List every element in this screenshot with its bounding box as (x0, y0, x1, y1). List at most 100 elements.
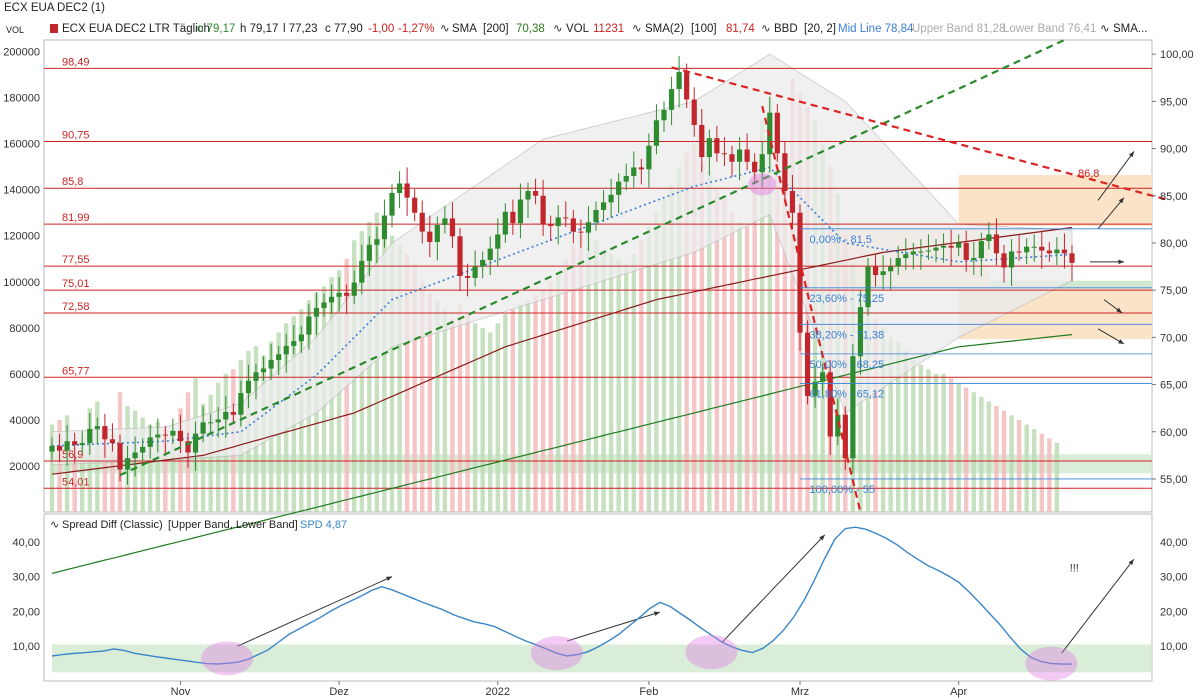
arrow-down-head (1116, 307, 1122, 313)
sma200-line (51, 334, 1073, 574)
candle-body (1008, 251, 1015, 268)
moving-averages (51, 166, 1073, 574)
volume-bar (412, 263, 417, 512)
candle-body (563, 217, 569, 219)
candle-body (366, 244, 372, 261)
volume-bar (178, 408, 183, 512)
horizontal-levels: 98,49 90,75 85,8 81,99 77,55 75,01 72,58 65,77 5… (44, 56, 1152, 489)
candle-body (1031, 246, 1037, 248)
price-tick-label: 70,00 (1160, 332, 1188, 344)
candle-body (102, 426, 108, 440)
sma100-value: 81,74 (726, 23, 755, 35)
candle-body (721, 153, 728, 155)
trendline-support (119, 39, 1065, 477)
sma100-line (51, 226, 1073, 475)
candle-body (623, 175, 629, 182)
candle-body (344, 292, 350, 296)
candle-body (661, 109, 667, 121)
level-label: 72,58 (62, 301, 90, 313)
volume-bar (49, 424, 55, 512)
volume-bar (948, 378, 954, 512)
candle-body (109, 439, 116, 444)
volume-bar (918, 364, 924, 512)
low-highlight (1025, 646, 1078, 681)
volume-bar (518, 304, 523, 512)
candle-body (714, 138, 720, 154)
candle-body (215, 419, 221, 423)
volume-bar (1024, 424, 1029, 512)
volume-bar (775, 143, 780, 513)
level-label: 56,9 (62, 449, 83, 461)
candle-body (351, 282, 357, 296)
volume-bar (737, 221, 742, 512)
candle-body (442, 218, 448, 226)
volume-bar (442, 309, 448, 512)
volume-bar (956, 383, 961, 512)
price-tick-label: 95,00 (1160, 96, 1188, 108)
volume-bar (525, 300, 531, 512)
candle-body (321, 302, 327, 309)
spread-line (51, 526, 1073, 665)
mid-line (51, 166, 1073, 447)
close-value: c 77,90 (325, 23, 363, 35)
spread-arrow-3 (721, 534, 826, 644)
volume-bar (495, 323, 500, 512)
candle-body (940, 245, 947, 248)
volume-bar (556, 272, 561, 512)
low-highlight (530, 636, 583, 671)
volume-bar (661, 198, 667, 512)
candle-body (238, 393, 244, 415)
volume-tick-label: 160000 (3, 139, 40, 151)
candle-body (797, 212, 803, 333)
candle-body (933, 247, 939, 251)
price-tick-label: 55,00 (1160, 474, 1188, 486)
candle-body (132, 452, 138, 459)
candle-body (230, 411, 236, 415)
volume-bar (465, 313, 470, 512)
low-highlight (685, 635, 738, 670)
volume-bar (873, 318, 878, 512)
volume-bar (631, 254, 636, 512)
volume-bar (510, 309, 516, 512)
low-highlight (201, 641, 254, 676)
candle-body (472, 266, 478, 278)
candle-body (177, 430, 184, 442)
fib-label: 38,20% - 71,38 (810, 329, 885, 341)
time-tick-label: Feb (639, 686, 658, 698)
volume-bar (692, 143, 697, 513)
volume-tick-label: 180000 (3, 93, 40, 105)
volume-bar (427, 293, 432, 512)
volume-bar (767, 97, 772, 512)
volume-bar (971, 392, 976, 512)
volume-bar (397, 244, 402, 513)
wave-icon: ∿ (632, 23, 642, 35)
candle-body (517, 199, 524, 224)
candle-body (464, 276, 471, 278)
volume-bar (1016, 419, 1022, 512)
candle-body (223, 411, 229, 420)
mid-line-value: Mid Line 78,84 (838, 23, 914, 35)
indicator-tick-left: 40,00 (12, 537, 40, 549)
candle-body (880, 271, 886, 276)
candle-body (782, 153, 788, 192)
volume-tick-label: 60000 (9, 369, 40, 381)
candle-body (653, 120, 660, 146)
candle-body (245, 380, 252, 394)
candle-body (555, 217, 561, 226)
candle-body (835, 414, 841, 437)
breakdown-highlight (748, 173, 777, 196)
volume-bar (903, 350, 908, 512)
indicator-tick-left: 10,00 (12, 641, 40, 653)
volume-bar (110, 433, 115, 512)
spread-arrow-1 (237, 576, 393, 647)
volume-bar (586, 231, 591, 513)
candle-body (638, 167, 644, 170)
window-title: ECX EUA DEC2 (1) (4, 2, 105, 14)
candle-body (79, 443, 85, 445)
volume-bar (888, 337, 893, 512)
price-tick-label: 65,00 (1160, 380, 1188, 392)
volume-bar (389, 235, 395, 512)
volume-bar (714, 189, 720, 512)
price-tick-label: 75,00 (1160, 285, 1188, 297)
open-value: o 79,17 (197, 23, 235, 35)
